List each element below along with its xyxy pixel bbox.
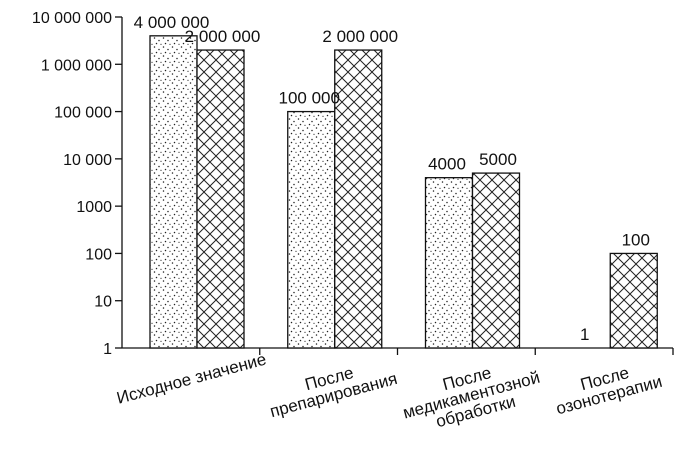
data-label: 100	[622, 230, 650, 249]
data-label: 2 000 000	[185, 27, 261, 46]
y-tick-label: 10	[94, 294, 112, 311]
y-tick-label: 1	[103, 341, 112, 358]
bars	[149, 35, 658, 349]
bar-crosshatch-1	[334, 49, 383, 349]
y-tick-label: 1000	[76, 199, 112, 216]
y-tick-label: 100 000	[54, 105, 112, 122]
data-label: 100 000	[279, 89, 340, 108]
data-label: 4 000 000	[134, 13, 210, 32]
bar-crosshatch-3	[609, 252, 658, 349]
bar-dots-2	[424, 177, 474, 349]
category-label-line: Исходное значение	[115, 350, 269, 408]
y-axis: 1 10 100 1000 10 000 100 000 1 000 000 10 000 0…	[32, 10, 123, 358]
data-label: 5000	[479, 150, 517, 169]
y-tick-label: 10 000	[63, 152, 112, 169]
y-tick-label: 100	[85, 246, 112, 263]
data-label: 2 000 000	[322, 27, 398, 46]
bar-crosshatch-2	[471, 172, 521, 349]
data-label: 1	[580, 325, 589, 344]
x-axis	[122, 347, 674, 355]
data-label: 4000	[428, 155, 466, 174]
y-tick-label: 10 000 000	[32, 10, 112, 27]
y-tick-label: 1 000 000	[41, 57, 112, 74]
category-label: Исходное значение	[115, 350, 269, 408]
bar-dots-0	[149, 35, 198, 349]
bar-dots-1	[287, 110, 336, 349]
bar-crosshatch-0	[196, 49, 245, 349]
